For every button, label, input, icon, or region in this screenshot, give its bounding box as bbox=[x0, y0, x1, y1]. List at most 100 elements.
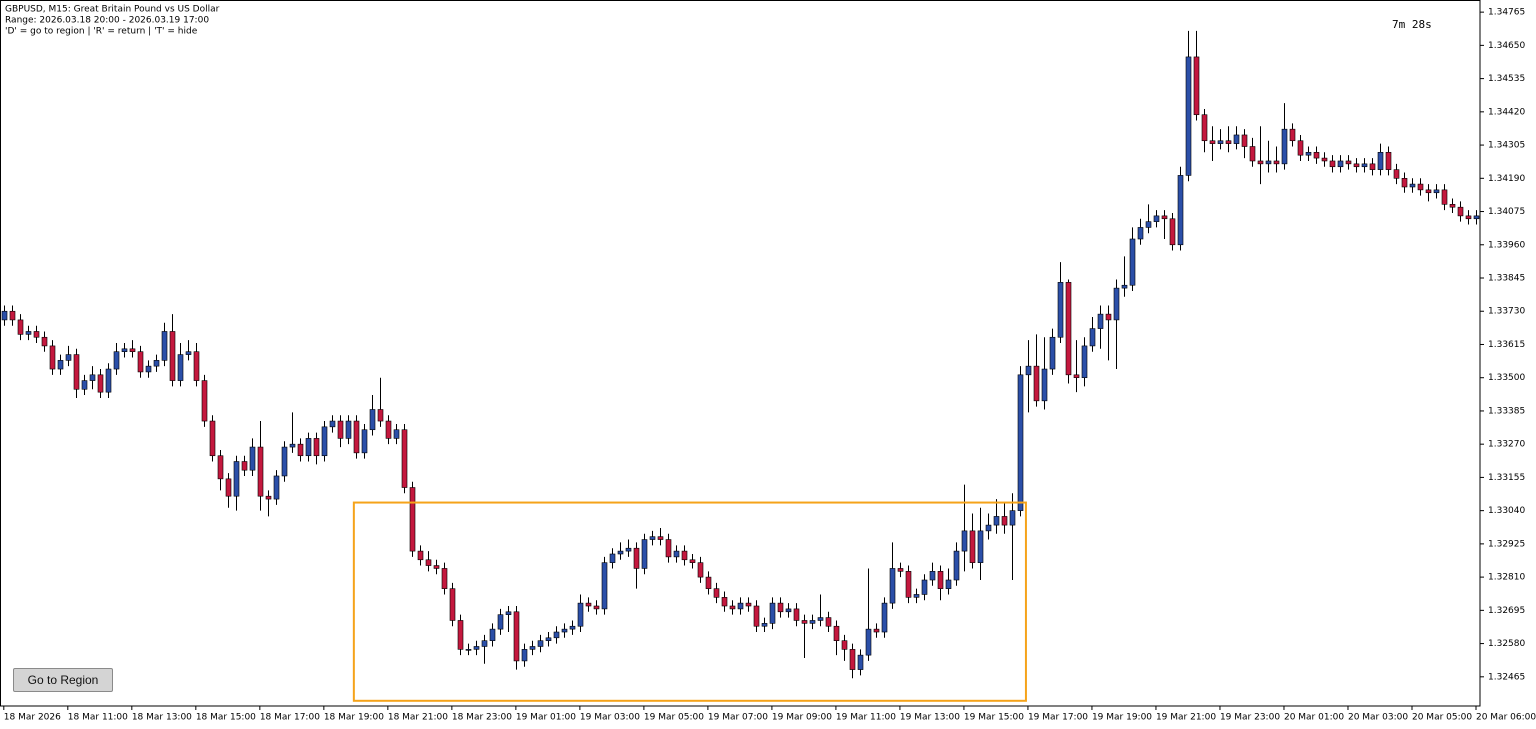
y-tick-label: 1.33155 bbox=[1488, 473, 1525, 483]
y-tick-label: 1.34535 bbox=[1488, 74, 1525, 84]
candle-body bbox=[1225, 140, 1232, 144]
candle-body bbox=[1401, 178, 1408, 188]
candle-body bbox=[1457, 206, 1464, 217]
candle-body bbox=[1185, 56, 1192, 176]
plot-frame bbox=[0, 0, 1481, 707]
candle-body bbox=[873, 628, 880, 633]
candle-body bbox=[649, 536, 656, 540]
y-tick-label: 1.32925 bbox=[1488, 539, 1525, 549]
candle-body bbox=[233, 461, 240, 497]
candle-body bbox=[313, 438, 320, 457]
candle-body bbox=[17, 319, 24, 335]
candle-body bbox=[1009, 510, 1016, 526]
candle-body bbox=[329, 420, 336, 428]
candle-body bbox=[913, 594, 920, 598]
candle-body bbox=[529, 646, 536, 650]
candle-body bbox=[1297, 140, 1304, 156]
x-tick-label: 20 Mar 01:00 bbox=[1284, 713, 1344, 723]
x-tick-label: 18 Mar 13:00 bbox=[132, 713, 192, 723]
x-tick-label: 20 Mar 06:00 bbox=[1476, 713, 1536, 723]
candle-body bbox=[193, 351, 200, 381]
candle-body bbox=[465, 649, 472, 651]
candle-body bbox=[809, 620, 816, 624]
x-tick-label: 19 Mar 05:00 bbox=[644, 713, 704, 723]
candle-body bbox=[1249, 146, 1256, 162]
candle-body bbox=[169, 331, 176, 381]
x-tick-label: 19 Mar 03:00 bbox=[580, 713, 640, 723]
candle-body bbox=[65, 354, 72, 361]
y-tick-label: 1.33500 bbox=[1488, 373, 1525, 383]
candle-body bbox=[945, 579, 952, 589]
candle-body bbox=[1289, 128, 1296, 142]
x-tick-label: 19 Mar 07:00 bbox=[708, 713, 768, 723]
x-tick-label: 19 Mar 17:00 bbox=[1028, 713, 1088, 723]
candle-body bbox=[505, 611, 512, 615]
candle-body bbox=[305, 438, 312, 457]
candle-body bbox=[177, 354, 184, 381]
candle-body bbox=[553, 631, 560, 639]
candle-body bbox=[521, 649, 528, 662]
candle-body bbox=[489, 628, 496, 641]
candle-body bbox=[97, 374, 104, 393]
candle-body bbox=[409, 487, 416, 552]
candle-body bbox=[825, 617, 832, 627]
candle-body bbox=[113, 351, 120, 370]
candle-body bbox=[1217, 140, 1224, 144]
candle-body bbox=[1041, 368, 1048, 402]
x-tick-label: 18 Mar 17:00 bbox=[260, 713, 320, 723]
candle-body bbox=[977, 530, 984, 563]
candle-body bbox=[1345, 160, 1352, 165]
region-box bbox=[352, 501, 1027, 702]
candle-body bbox=[833, 625, 840, 641]
annotation: Range: 2026.03.18 20:00 - 2026.03.19 17:… bbox=[5, 16, 209, 26]
candle-body bbox=[201, 380, 208, 422]
candle-body bbox=[1473, 215, 1480, 220]
candle-body bbox=[25, 331, 32, 335]
candle-body bbox=[1233, 134, 1240, 144]
candle-body bbox=[697, 562, 704, 578]
candle-body bbox=[937, 571, 944, 589]
candle-body bbox=[721, 597, 728, 607]
go-to-region-button[interactable]: Go to Region bbox=[13, 668, 113, 692]
x-tick-label: 18 Mar 15:00 bbox=[196, 713, 256, 723]
candle-body bbox=[1385, 151, 1392, 170]
candle-body bbox=[393, 429, 400, 439]
candle-body bbox=[81, 380, 88, 390]
candle-body bbox=[1337, 160, 1344, 168]
candle-body bbox=[1305, 151, 1312, 156]
candle-body bbox=[161, 331, 168, 361]
x-tick-label: 19 Mar 09:00 bbox=[772, 713, 832, 723]
x-tick-label: 20 Mar 03:00 bbox=[1348, 713, 1408, 723]
x-tick-label: 19 Mar 15:00 bbox=[964, 713, 1024, 723]
y-tick-label: 1.33845 bbox=[1488, 274, 1525, 284]
candle-body bbox=[793, 608, 800, 621]
candle-body bbox=[537, 640, 544, 647]
candle-body bbox=[1105, 313, 1112, 321]
candle-body bbox=[857, 654, 864, 670]
y-tick-label: 1.32810 bbox=[1488, 573, 1525, 583]
candle-body bbox=[209, 420, 216, 457]
candle-body bbox=[641, 539, 648, 569]
candle-body bbox=[601, 562, 608, 610]
y-tick-label: 1.33385 bbox=[1488, 406, 1525, 416]
candle-body bbox=[449, 588, 456, 621]
candle-body bbox=[841, 640, 848, 650]
candle-body bbox=[41, 336, 48, 347]
candle-body bbox=[1065, 282, 1072, 376]
candle-body bbox=[617, 550, 624, 555]
candle-body bbox=[1321, 157, 1328, 162]
x-tick-label: 18 Mar 21:00 bbox=[388, 713, 448, 723]
candle-body bbox=[1449, 204, 1456, 208]
candle-body bbox=[1113, 287, 1120, 321]
candle-body bbox=[257, 446, 264, 497]
candle-body bbox=[865, 628, 872, 656]
y-tick-label: 1.33040 bbox=[1488, 506, 1525, 516]
candle-body bbox=[769, 602, 776, 624]
x-tick-label: 19 Mar 21:00 bbox=[1156, 713, 1216, 723]
candle-body bbox=[785, 608, 792, 613]
x-tick-label: 18 Mar 2026 bbox=[4, 713, 61, 723]
candle-body bbox=[777, 602, 784, 613]
candle-body bbox=[881, 602, 888, 633]
candle-body bbox=[1089, 328, 1096, 347]
